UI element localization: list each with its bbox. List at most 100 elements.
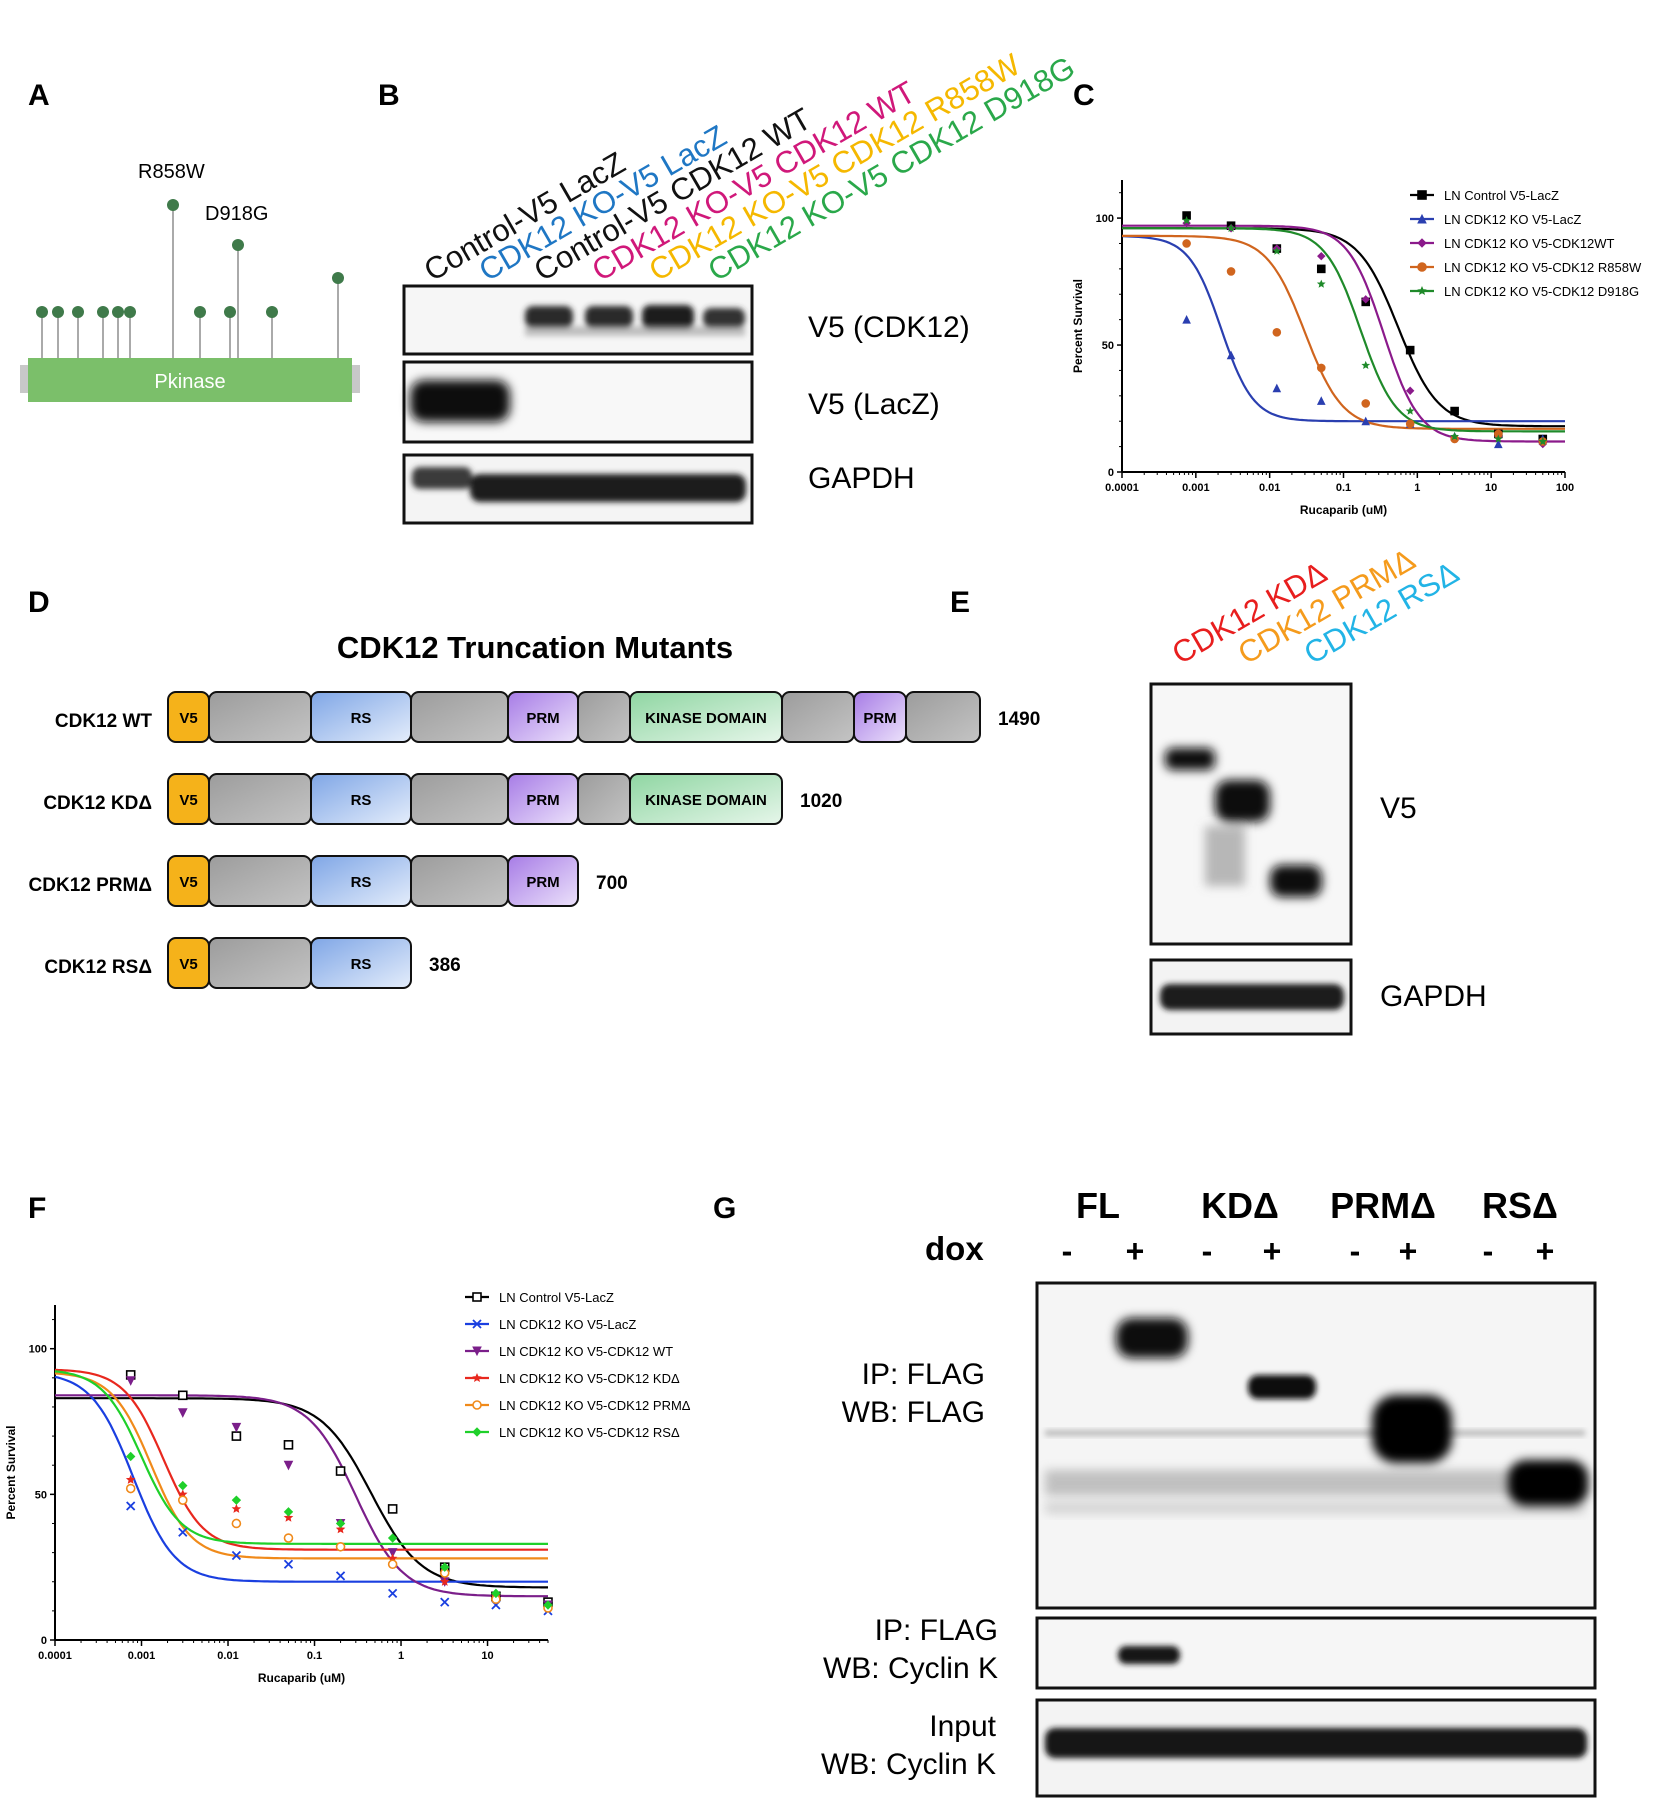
panel-letter-e: E (950, 586, 970, 619)
legend-entry: LN CDK12 KO V5-CDK12WT (1444, 236, 1615, 251)
group-label-rs: RSΔ (1482, 1185, 1558, 1226)
data-point (177, 1408, 188, 1418)
data-point (1361, 295, 1370, 304)
domain-gray (410, 855, 509, 907)
construct-length: 1020 (800, 791, 842, 812)
lollipop-head (124, 306, 136, 318)
fit-curve (54, 1372, 548, 1560)
blot-label-gapdh: GAPDH (808, 462, 915, 495)
legend-entry: LN CDK12 KO V5-CDK12 RSΔ (499, 1425, 680, 1440)
data-point (387, 1548, 398, 1558)
domain-gray (577, 691, 631, 743)
legend-entry: LN CDK12 KO V5-LacZ (499, 1317, 636, 1332)
x-axis-title: Rucaparib (uM) (1300, 503, 1387, 517)
x-tick-label: 10 (481, 1650, 493, 1662)
data-point (1182, 315, 1191, 324)
panel-b: B Control-V5 LacZ CDK12 KO-V5 LacZ Contr… (378, 46, 1081, 525)
data-point (1361, 399, 1371, 408)
legend-marker (472, 1292, 482, 1302)
blot-v5-cdk12-bands (525, 305, 745, 336)
data-point (1450, 406, 1459, 416)
legend-marker (472, 1373, 482, 1383)
domain-label-rs: RS (351, 874, 372, 891)
dox-sign: - (1350, 1233, 1361, 1269)
x-axis-title: Rucaparib (uM) (258, 1671, 345, 1685)
data-point (283, 1440, 294, 1450)
blot-g-flag-line2: WB: FLAG (842, 1396, 985, 1429)
data-point (1405, 345, 1415, 355)
lollipop-head (266, 306, 278, 318)
lollipop-head (112, 306, 124, 318)
data-point (440, 1562, 450, 1572)
y-tick-label: 0 (41, 1635, 47, 1647)
fit-curve (1122, 227, 1565, 433)
dox-sign: + (1126, 1233, 1145, 1269)
data-point (1272, 246, 1282, 255)
data-point (335, 1518, 346, 1529)
data-point (283, 1460, 294, 1471)
x-tick-label: 100 (1556, 482, 1574, 494)
mutation-label-r858w: R858W (138, 161, 205, 183)
domain-label-v5: V5 (179, 710, 197, 727)
lollipop-head (232, 239, 244, 251)
domain-rs (310, 937, 412, 989)
blot-g-input-line2: WB: Cyclin K (821, 1748, 996, 1781)
data-point (1405, 406, 1415, 415)
data-point (283, 1512, 294, 1522)
blot-g-flag-bands (1045, 1318, 1588, 1514)
legend-marker (472, 1319, 482, 1329)
panel-d: D CDK12 Truncation Mutants CDK12 WT V5 RS P… (28, 586, 1040, 989)
panel-letter-d: D (28, 586, 50, 619)
panel-g: G FL KDΔ PRMΔ RSΔ dox - + - + - + - + IP: FLAG … (713, 1185, 1597, 1798)
domain-gray (410, 773, 509, 825)
x-tick-label: 0.1 (307, 1650, 322, 1662)
lollipop-head (194, 306, 206, 318)
data-point (283, 1507, 294, 1517)
construct-name: CDK12 WT (55, 711, 153, 732)
data-point (125, 1483, 136, 1494)
panel-d-title: CDK12 Truncation Mutants (337, 630, 733, 665)
blot-e-gapdh-bands (1160, 984, 1344, 1010)
domain-label-rs: RS (351, 710, 372, 727)
construct-length: 700 (596, 873, 628, 894)
domain-gray (577, 773, 631, 825)
data-point (125, 1451, 136, 1462)
construct-length: 386 (429, 955, 461, 976)
data-point (543, 1600, 553, 1610)
data-point (177, 1495, 188, 1505)
data-point (177, 1390, 188, 1401)
group-label-kd: KDΔ (1201, 1185, 1279, 1226)
blot-label-e-v5: V5 (1380, 792, 1417, 825)
data-point (1182, 239, 1191, 248)
fit-curve (1121, 235, 1565, 423)
legend-marker (472, 1400, 482, 1410)
dox-sign: - (1202, 1233, 1213, 1269)
data-point (1182, 216, 1191, 225)
domain-gray (208, 937, 312, 989)
panel-e: E CDK12 KDΔ CDK12 PRMΔ CDK12 RSΔ V5 GAPD… (950, 542, 1487, 1036)
data-point (1361, 360, 1371, 370)
domain-gray (208, 691, 312, 743)
data-point (231, 1431, 242, 1441)
panel-letter-g: G (713, 1192, 736, 1225)
legend-marker (1417, 262, 1427, 272)
legend-marker (1417, 190, 1427, 200)
data-point (387, 1559, 398, 1570)
construct-name: CDK12 RSΔ (44, 957, 152, 978)
data-point (231, 1518, 242, 1529)
fit-curve (55, 1397, 548, 1589)
blot-e-v5-bands (1165, 748, 1322, 897)
data-point (1405, 386, 1415, 395)
y-axis-title: Percent Survival (4, 1425, 18, 1519)
data-point (335, 1571, 346, 1581)
data-point (125, 1474, 136, 1484)
y-tick-label: 100 (1096, 213, 1114, 225)
data-point (231, 1550, 242, 1561)
data-point (335, 1524, 346, 1534)
y-tick-label: 0 (1108, 467, 1114, 479)
construct-name: CDK12 KDΔ (43, 793, 152, 814)
dox-sign: + (1263, 1233, 1282, 1269)
x-tick-label: 1 (398, 1650, 404, 1662)
panel-letter-c: C (1073, 79, 1095, 112)
legend-entry: LN CDK12 KO V5-LacZ (1444, 212, 1581, 227)
